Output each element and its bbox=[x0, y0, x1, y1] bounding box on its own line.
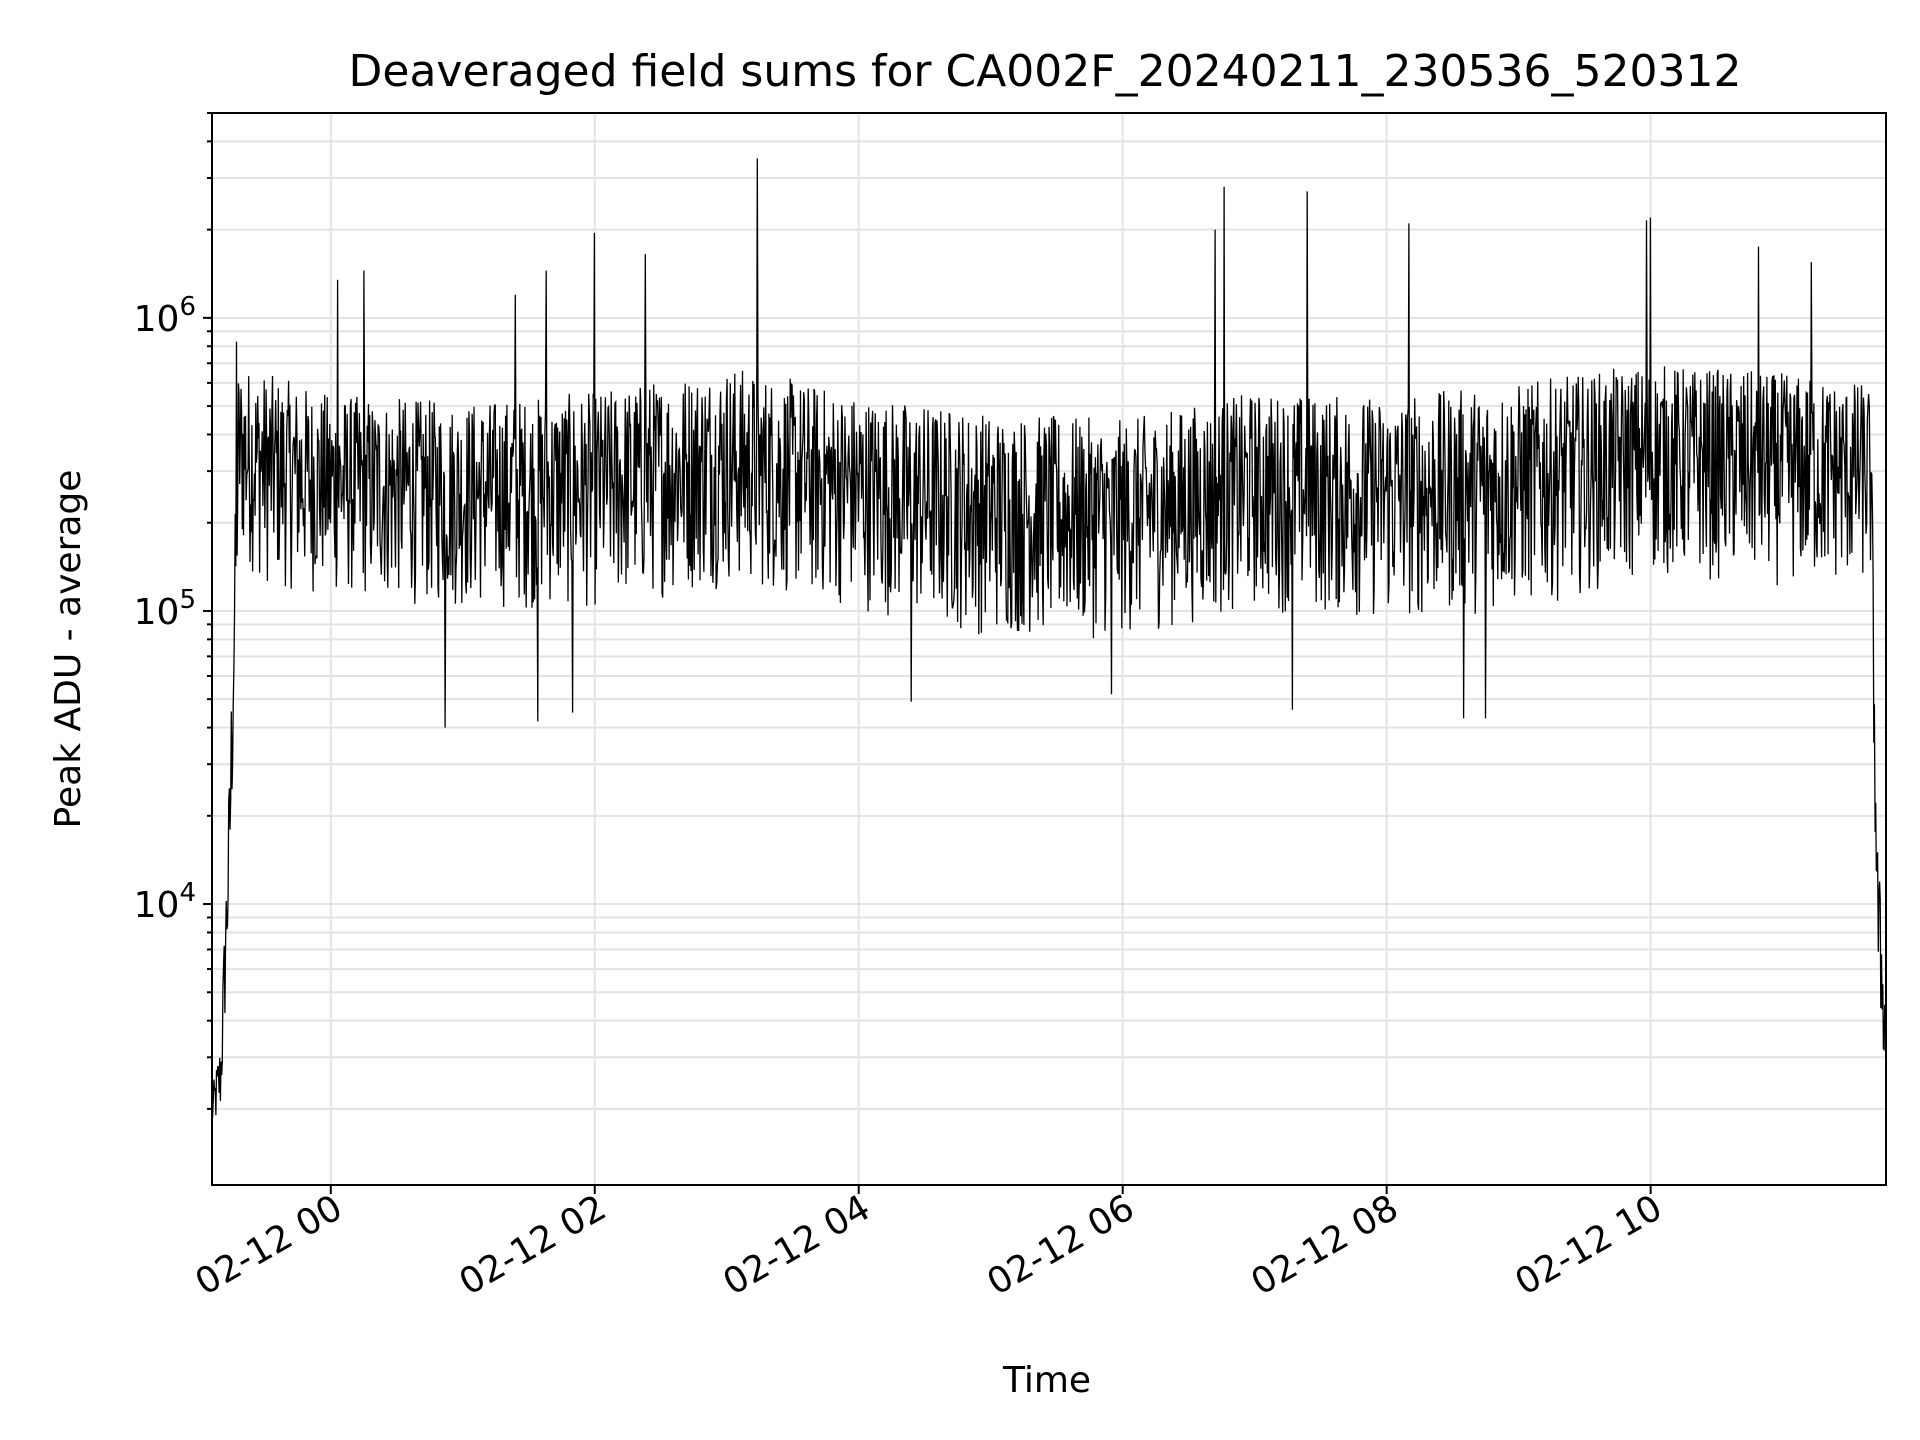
y-tick-label: 105 bbox=[134, 585, 196, 633]
y-tick-base: 10 bbox=[134, 885, 180, 926]
y-tick-exponent: 4 bbox=[179, 878, 196, 908]
x-axis-label: Time bbox=[1002, 1360, 1091, 1401]
y-tick-exponent: 5 bbox=[179, 585, 196, 615]
y-axis-label: Peak ADU - average bbox=[48, 470, 89, 829]
y-tick-exponent: 6 bbox=[179, 292, 196, 322]
y-tick-label: 104 bbox=[134, 878, 196, 926]
y-tick-base: 10 bbox=[134, 299, 180, 340]
data-series bbox=[211, 158, 1887, 1118]
y-tick-base: 10 bbox=[134, 592, 180, 633]
y-tick-label: 106 bbox=[134, 292, 196, 340]
chart-title: Deaveraged field sums for CA002F_2024021… bbox=[349, 46, 1742, 97]
plot-frame bbox=[211, 112, 1887, 1186]
series-line bbox=[211, 158, 1887, 1118]
